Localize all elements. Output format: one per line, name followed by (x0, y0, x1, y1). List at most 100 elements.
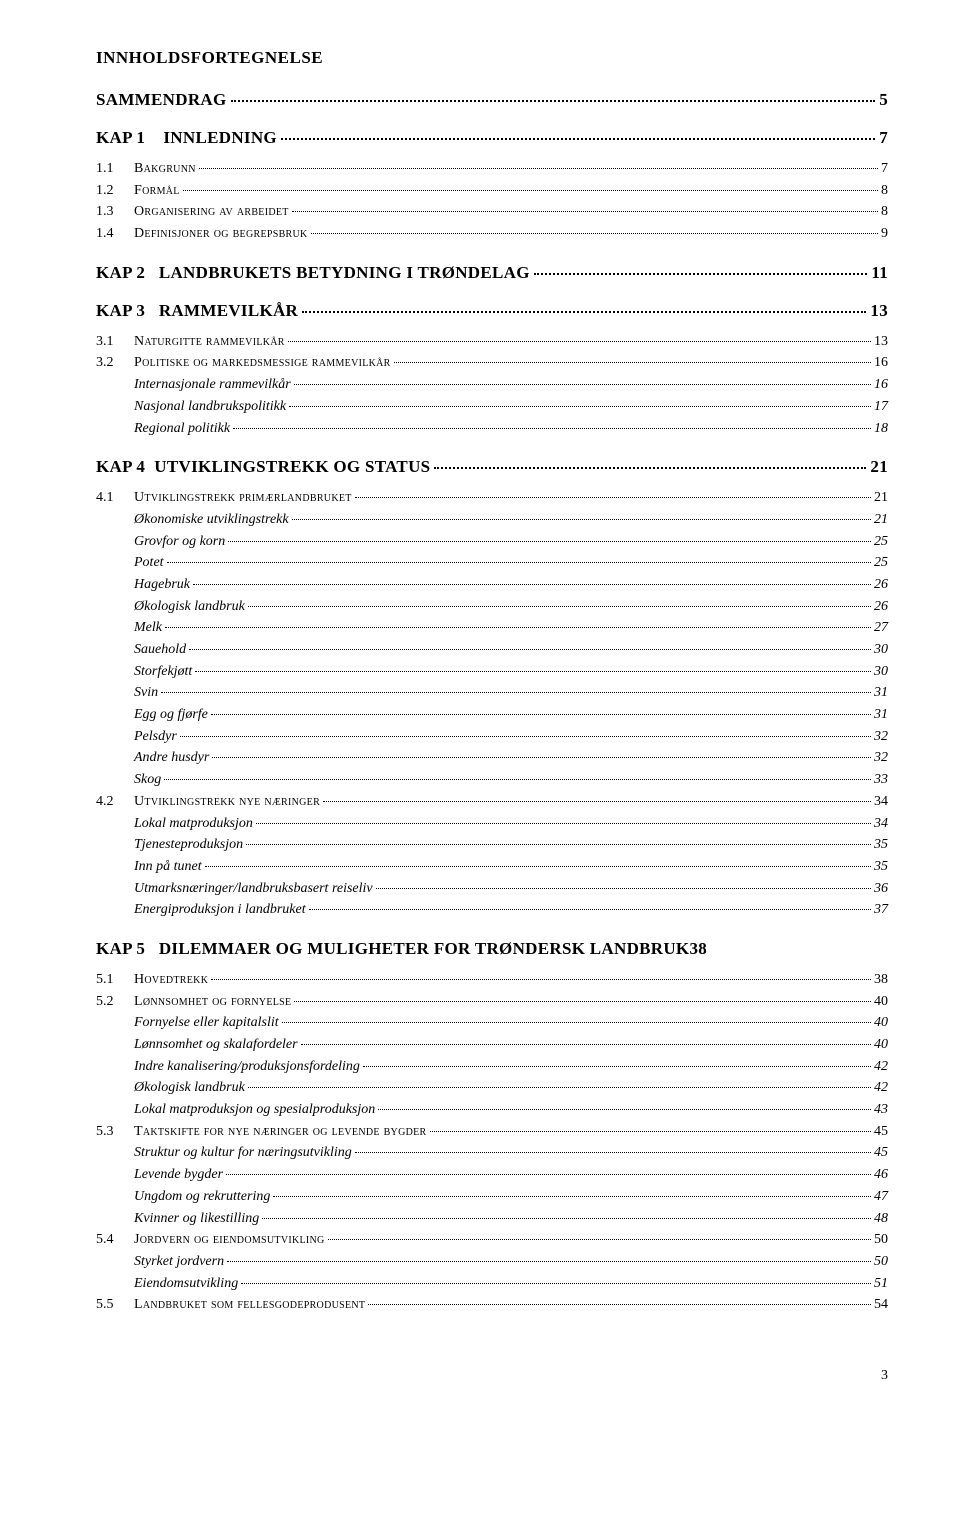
toc-subentry-label: Grovfor og korn (134, 531, 225, 553)
toc-subentry-label: Utmarksnæringer/landbruksbasert reiseliv (134, 878, 373, 900)
toc-subentry-label: Energiproduksjon i landbruket (134, 899, 306, 921)
toc-chapter-label: KAP 3 RAMMEVILKÅR (96, 301, 298, 321)
toc-subentry-label: Andre husdyr (134, 747, 209, 769)
toc-subentry-row: Energiproduksjon i landbruket37 (96, 899, 888, 921)
toc-subentry-row: Grovfor og korn25 (96, 531, 888, 553)
toc-leader-dots (228, 541, 871, 542)
toc-subentry-row: Lokal matproduksjon og spesialproduksjon… (96, 1099, 888, 1121)
toc-leader-dots (211, 714, 871, 715)
toc-leader-dots (311, 233, 878, 234)
toc-leader-dots (273, 1196, 871, 1197)
toc-subentry-row: Egg og fjørfe 31 (96, 704, 888, 726)
toc-section-row: 3.1Naturgitte rammevilkår13 (96, 331, 888, 353)
toc-section-number: 4.1 (96, 487, 134, 509)
toc-subentry-page: 27 (874, 617, 888, 639)
toc-subentry-row: Inn på tunet35 (96, 856, 888, 878)
toc-subentry-label: Økologisk landbruk (134, 1077, 245, 1099)
toc-leader-dots (212, 757, 871, 758)
toc-leader-dots (289, 406, 871, 407)
toc-subentry-row: Lønnsomhet og skalafordeler40 (96, 1034, 888, 1056)
toc-subentry-label: Egg og fjørfe (134, 704, 208, 726)
toc-leader-dots (164, 779, 871, 780)
toc-leader-dots (355, 497, 871, 498)
toc-leader-dots (281, 138, 875, 140)
toc-section-number: 5.5 (96, 1294, 134, 1316)
toc-leader-dots (363, 1066, 871, 1067)
toc-subentry-label: Kvinner og likestilling (134, 1208, 259, 1230)
toc-section-number: 1.3 (96, 201, 134, 223)
toc-leader-dots (368, 1304, 871, 1305)
toc-leader-dots (226, 1174, 871, 1175)
toc-subentry-label: Økonomiske utviklingstrekk (134, 509, 289, 531)
toc-subentry-row: Skog33 (96, 769, 888, 791)
toc-subentry-row: Storfekjøtt30 (96, 661, 888, 683)
toc-subentry-label: Sauehold (134, 639, 186, 661)
toc-leader-dots (262, 1218, 871, 1219)
toc-subentry-page: 31 (874, 704, 888, 726)
toc-leader-dots (246, 844, 871, 845)
toc-subentry-page: 30 (874, 661, 888, 683)
toc-leader-dots (292, 519, 871, 520)
toc-leader-dots (195, 671, 871, 672)
toc-section-page: 21 (874, 487, 888, 509)
toc-leader-dots (205, 866, 871, 867)
toc-chapter-row: SAMMENDRAG5 (96, 90, 888, 110)
toc-leader-dots (189, 649, 871, 650)
toc-subentry-page: 35 (874, 856, 888, 878)
toc-subentry-row: Indre kanalisering/produksjonsfordeling4… (96, 1056, 888, 1078)
toc-leader-dots (328, 1239, 871, 1240)
toc-subentry-label: Hagebruk (134, 574, 190, 596)
toc-subentry-label: Lønnsomhet og skalafordeler (134, 1034, 298, 1056)
toc-chapter-label: KAP 1 INNLEDNING (96, 128, 277, 148)
toc-subentry-label: Skog (134, 769, 161, 791)
toc-section-row: 5.3Taktskifte for nye næringer og levend… (96, 1121, 888, 1143)
toc-section-row: 1.3Organisering av arbeidet8 (96, 201, 888, 223)
toc-section-page: 34 (874, 791, 888, 813)
toc-section-page: 8 (881, 201, 888, 223)
toc-subentry-page: 26 (874, 596, 888, 618)
toc-subentry-row: Kvinner og likestilling 48 (96, 1208, 888, 1230)
toc-section-row: 4.2Utviklingstrekk nye næringer34 (96, 791, 888, 813)
toc-leader-dots (434, 467, 866, 469)
toc-section-number: 5.2 (96, 991, 134, 1013)
toc-subentry-label: Eiendomsutvikling (134, 1273, 238, 1295)
toc-chapter-label: KAP 4 UTVIKLINGSTREKK OG STATUS (96, 457, 430, 477)
toc-section-number: 1.1 (96, 158, 134, 180)
toc-subentry-row: Potet25 (96, 552, 888, 574)
toc-chapter-page: 7 (879, 128, 888, 148)
toc-leader-dots (161, 692, 871, 693)
toc-leader-dots (294, 1001, 871, 1002)
toc-subentry-page: 43 (874, 1099, 888, 1121)
toc-section-label: Taktskifte for nye næringer og levende b… (134, 1121, 427, 1143)
toc-subentry-label: Lokal matproduksjon (134, 813, 253, 835)
toc-subentry-row: Utmarksnæringer/landbruksbasert reiseliv… (96, 878, 888, 900)
toc-chapter-label: KAP 5 DILEMMAER OG MULIGHETER FOR TRØNDE… (96, 939, 689, 959)
toc-subentry-label: Ungdom og rekruttering (134, 1186, 270, 1208)
toc-subentry-label: Tjenesteproduksjon (134, 834, 243, 856)
toc-section-label: Bakgrunn (134, 158, 196, 180)
toc-subentry-page: 46 (874, 1164, 888, 1186)
toc-leader-dots (193, 584, 871, 585)
toc-leader-dots (376, 888, 871, 889)
toc-subentry-page: 40 (874, 1012, 888, 1034)
toc-leader-dots (180, 736, 871, 737)
toc-section-row: 5.2Lønnsomhet og fornyelse40 (96, 991, 888, 1013)
toc-chapter-page: 38 (689, 939, 707, 959)
toc-subentry-row: Melk27 (96, 617, 888, 639)
toc-leader-dots (292, 211, 878, 212)
page-title: INNHOLDSFORTEGNELSE (96, 48, 888, 68)
toc-subentry-row: Svin31 (96, 682, 888, 704)
toc-subentry-page: 48 (874, 1208, 888, 1230)
toc-leader-dots (167, 562, 871, 563)
toc-section-page: 13 (874, 331, 888, 353)
toc-subentry-page: 17 (874, 396, 888, 418)
toc-subentry-row: Pelsdyr32 (96, 726, 888, 748)
toc-leader-dots (309, 909, 871, 910)
toc-subentry-page: 51 (874, 1273, 888, 1295)
toc-section-page: 40 (874, 991, 888, 1013)
toc-section-row: 5.1Hovedtrekk38 (96, 969, 888, 991)
toc-section-label: Definisjoner og begrepsbruk (134, 223, 308, 245)
toc-leader-dots (241, 1283, 871, 1284)
toc-subentry-page: 21 (874, 509, 888, 531)
toc-chapter-page: 5 (879, 90, 888, 110)
